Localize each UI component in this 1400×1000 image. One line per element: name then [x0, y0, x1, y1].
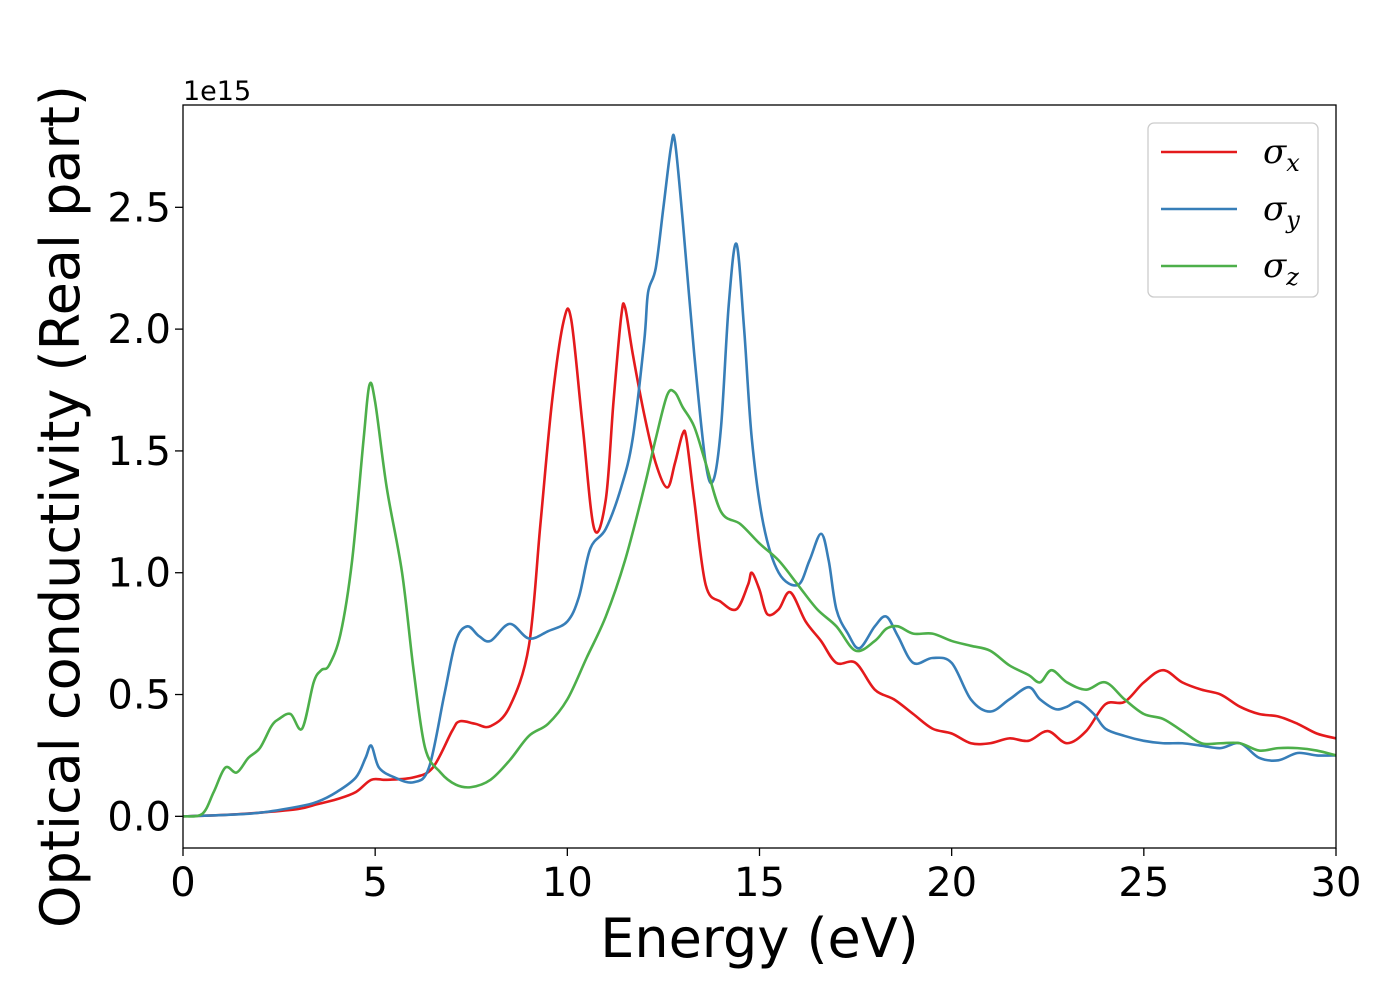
y-tick-label: 1.5	[107, 429, 171, 475]
x-tick-label: 5	[362, 860, 387, 906]
y-axis: 0.0 0.5 1.0 1.5 2.0 2.5	[107, 185, 183, 840]
x-tick-label: 15	[734, 860, 785, 906]
y-tick-label: 0.5	[107, 673, 171, 719]
x-axis-title: Energy (eV)	[600, 907, 919, 970]
legend-label-z: σz	[1263, 246, 1299, 291]
x-tick-label: 20	[926, 860, 977, 906]
y-tick-label: 2.0	[107, 307, 171, 353]
series-line-x	[183, 302, 1336, 818]
y-axis-title: Optical conductivity (Real part)	[29, 85, 92, 928]
series-line-y	[183, 133, 1336, 818]
legend-label-y: σy	[1263, 189, 1300, 234]
legend-label-x: σx	[1263, 132, 1300, 177]
x-tick-label: 25	[1118, 860, 1169, 906]
x-tick-label: 30	[1311, 860, 1362, 906]
y-tick-label: 0.0	[107, 794, 171, 840]
y-offset-label: 1e15	[183, 76, 251, 107]
x-axis: 0 5 10 15 20 25 30	[170, 848, 1361, 906]
legend: σx σy σz	[1147, 122, 1319, 298]
y-tick-label: 2.5	[107, 185, 171, 231]
series-layer	[183, 133, 1336, 818]
y-tick-label: 1.0	[107, 551, 171, 597]
x-tick-label: 0	[170, 860, 195, 906]
series-line-z	[183, 381, 1336, 818]
x-tick-label: 10	[542, 860, 593, 906]
